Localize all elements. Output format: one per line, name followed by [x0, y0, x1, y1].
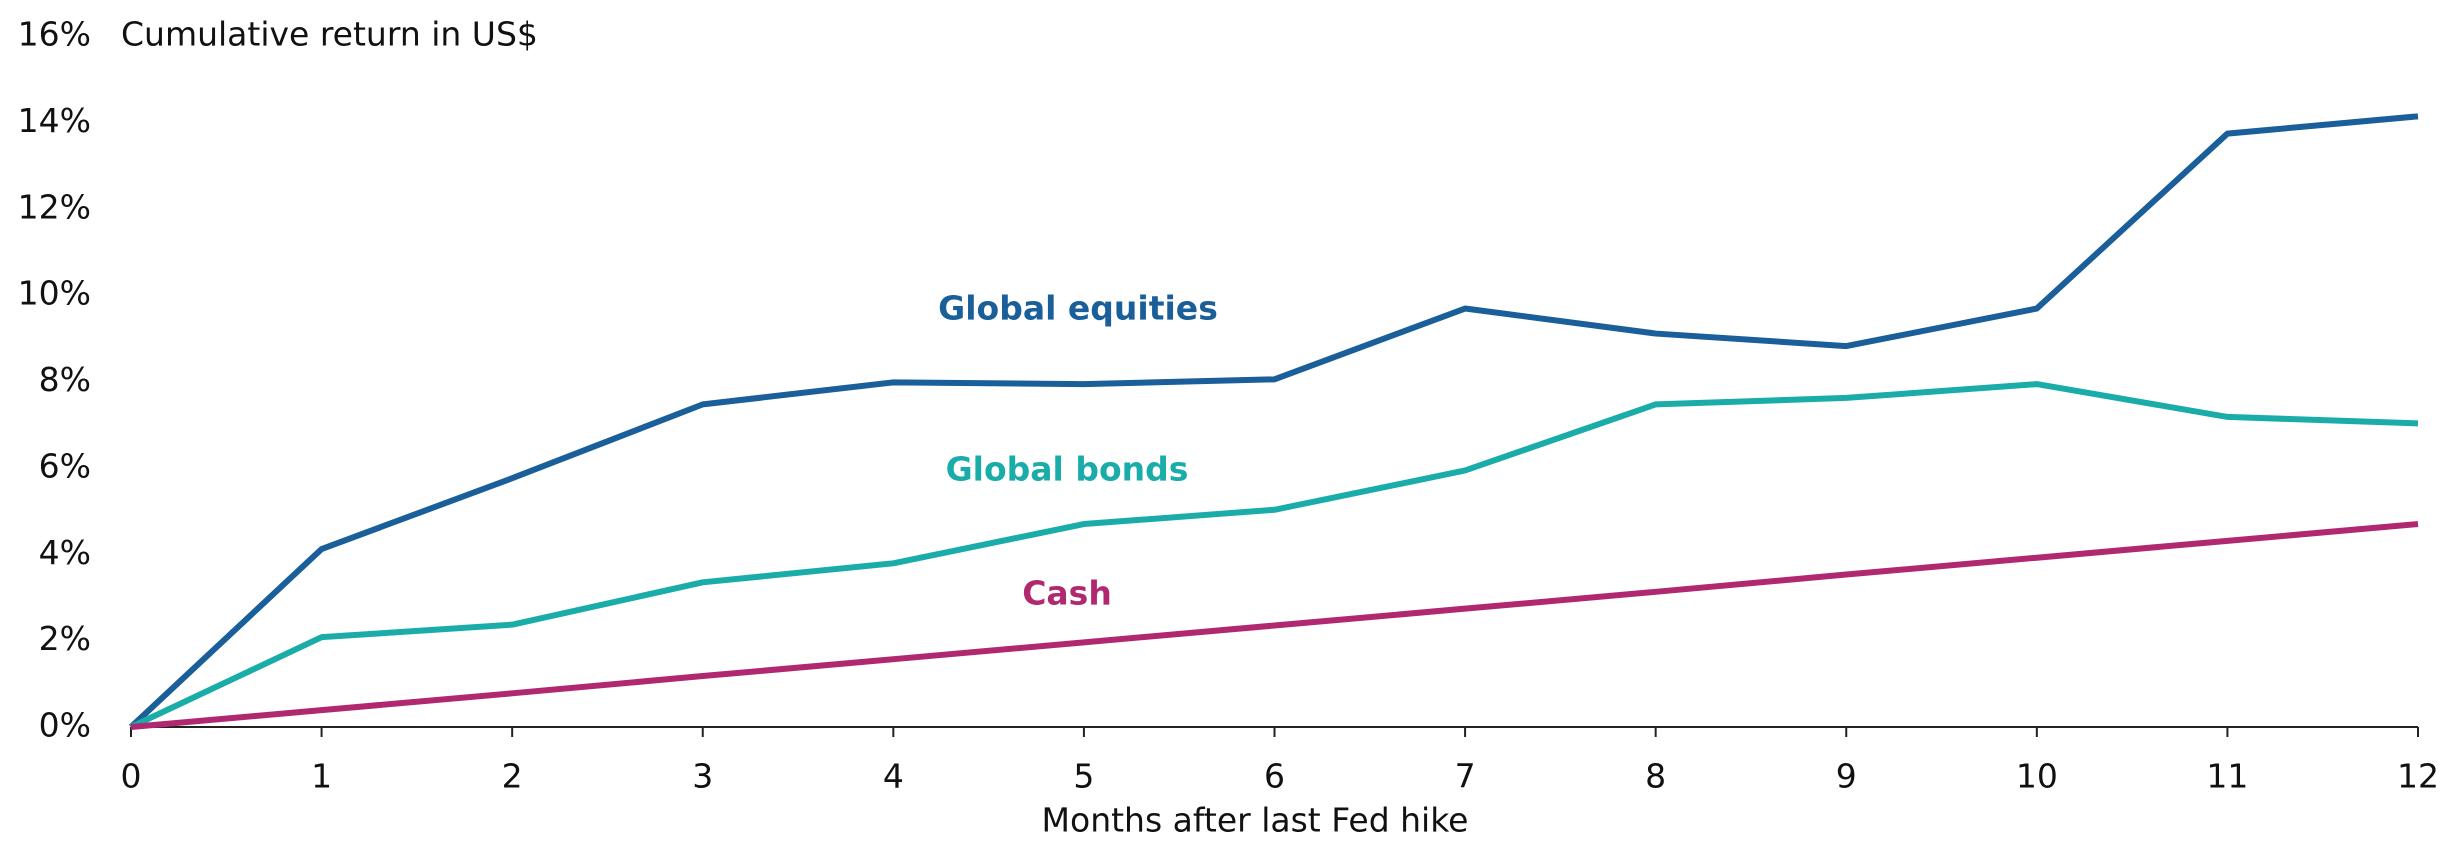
y-tick-label: 10% — [18, 274, 91, 313]
x-tick-label: 5 — [1073, 757, 1094, 796]
y-tick-label: 2% — [39, 619, 91, 658]
x-axis-label: Months after last Fed hike — [1042, 801, 1469, 840]
y-tick-label: 8% — [39, 360, 91, 399]
x-tick-label: 4 — [883, 757, 904, 796]
y-tick-label: 12% — [18, 187, 91, 226]
series-label: Cash — [1022, 574, 1112, 613]
series-label: Global equities — [938, 289, 1218, 328]
series-line — [129, 381, 2419, 730]
x-tick-label: 7 — [1455, 757, 1476, 796]
series-line — [130, 521, 2419, 730]
x-tick-label: 3 — [692, 757, 713, 796]
y-tick-label: 4% — [39, 533, 91, 572]
y-tick-label: 16% — [18, 15, 91, 54]
x-tick-label: 8 — [1645, 757, 1666, 796]
x-tick-label: 12 — [2397, 757, 2439, 796]
x-tick-label: 10 — [2016, 757, 2058, 796]
x-tick-label: 0 — [121, 757, 142, 796]
x-tick-label: 6 — [1264, 757, 1285, 796]
y-tick-label: 14% — [18, 101, 91, 140]
y-tick-label: 6% — [39, 446, 91, 485]
x-tick-label: 1 — [311, 757, 332, 796]
chart-title: Cumulative return in US$ — [121, 15, 538, 54]
series-line — [128, 113, 2419, 730]
x-tick-label: 11 — [2206, 757, 2248, 796]
x-tick-label: 9 — [1836, 757, 1857, 796]
series-label: Global bonds — [946, 450, 1189, 489]
y-tick-label: 0% — [39, 706, 91, 745]
x-tick-label: 2 — [502, 757, 523, 796]
